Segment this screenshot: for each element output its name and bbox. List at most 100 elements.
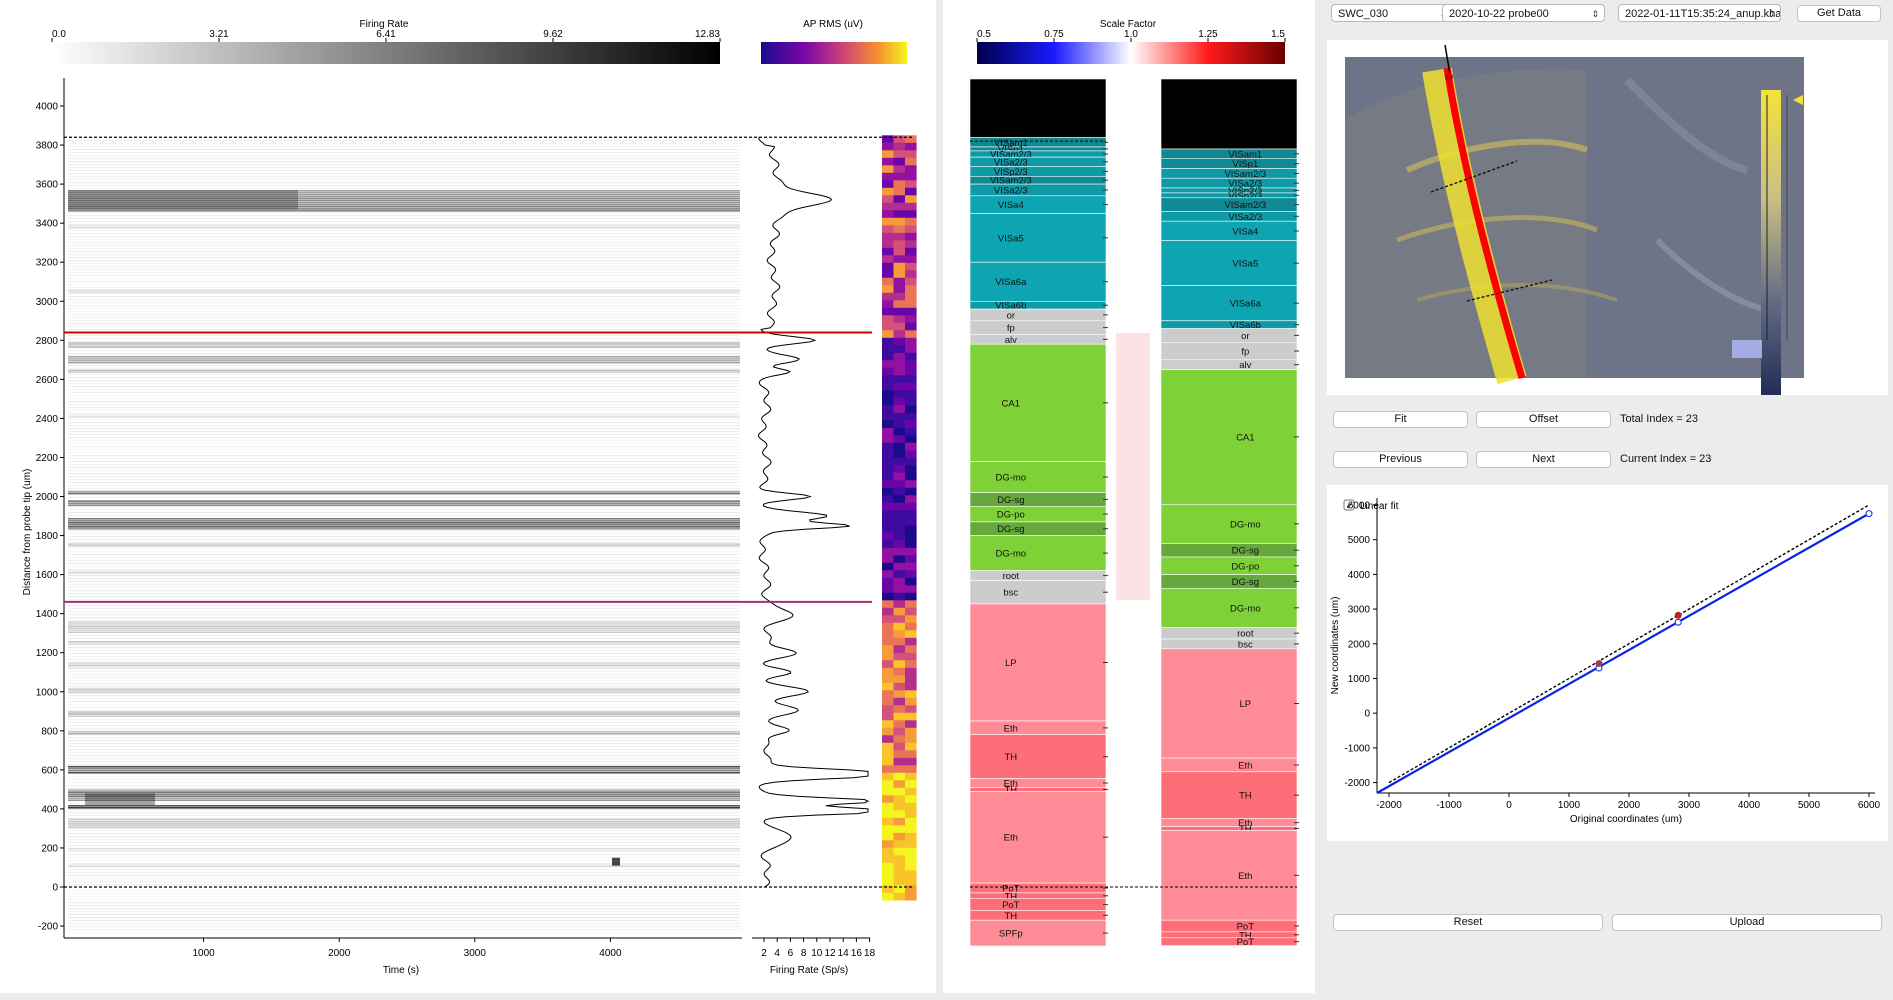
- region-block[interactable]: [1160, 341, 1298, 361]
- rms-cell: [893, 652, 906, 661]
- rms-cell: [905, 247, 917, 256]
- region-block[interactable]: [969, 183, 1107, 197]
- region-block[interactable]: [1160, 220, 1298, 241]
- region-track-original[interactable]: VISam1VISp1VISam2/3VISa2/3VISp2/3VISam2/…: [969, 78, 1108, 947]
- firing-rate-trace[interactable]: [757, 137, 870, 888]
- region-block[interactable]: [1160, 771, 1298, 819]
- region-block[interactable]: [1160, 830, 1298, 921]
- region-block[interactable]: [969, 461, 1107, 493]
- region-block[interactable]: [1160, 757, 1298, 773]
- region-block[interactable]: [969, 787, 1107, 792]
- region-block[interactable]: [969, 898, 1107, 911]
- region-block[interactable]: [969, 137, 1107, 148]
- region-block[interactable]: [1160, 328, 1298, 343]
- slice-view[interactable]: [1327, 40, 1888, 400]
- rms-cell: [882, 840, 894, 848]
- region-block[interactable]: [969, 919, 1107, 947]
- alignment-select[interactable]: 2022-01-11T15:35:24_anup.kha ⇕: [1618, 4, 1781, 22]
- region-block[interactable]: [969, 343, 1107, 462]
- lut-top-handle-icon[interactable]: [1793, 95, 1803, 105]
- session-select[interactable]: 2020-10-22 probe00 ⇕: [1442, 4, 1605, 22]
- region-block[interactable]: [1160, 587, 1298, 628]
- region-block[interactable]: [969, 334, 1107, 345]
- region-block[interactable]: [969, 156, 1107, 167]
- region-block[interactable]: [1160, 937, 1298, 946]
- rms-cell: [893, 690, 906, 698]
- region-block[interactable]: [969, 790, 1107, 884]
- region-block[interactable]: [1160, 78, 1298, 150]
- rms-cell: [905, 607, 917, 616]
- region-block[interactable]: [969, 78, 1107, 138]
- raster-row: [68, 236, 740, 238]
- region-block[interactable]: [1160, 919, 1298, 933]
- region-block[interactable]: [969, 570, 1107, 581]
- region-block[interactable]: [969, 910, 1107, 921]
- region-block[interactable]: [969, 720, 1107, 735]
- region-block[interactable]: [1160, 556, 1298, 575]
- rms-cell: [893, 315, 906, 323]
- raster-row: [68, 224, 740, 226]
- region-track-aligned[interactable]: VISam1VISp1VISam2/3VISa2/3VISp2/3VISp2/3…: [1160, 78, 1299, 948]
- region-block[interactable]: [969, 320, 1107, 335]
- region-block[interactable]: [969, 778, 1107, 788]
- region-block[interactable]: [1160, 574, 1298, 589]
- region-block[interactable]: [969, 505, 1107, 523]
- fit-button[interactable]: Fit: [1333, 411, 1468, 428]
- region-block[interactable]: [1160, 359, 1298, 370]
- offset-button[interactable]: Offset: [1476, 411, 1611, 428]
- rms-cell: [882, 472, 894, 481]
- region-block[interactable]: [969, 734, 1107, 779]
- region-block[interactable]: [1160, 285, 1298, 322]
- reference-point[interactable]: [1595, 660, 1603, 668]
- raster-y-tick-label: 2800: [36, 336, 59, 347]
- region-block[interactable]: [1160, 158, 1298, 169]
- region-block[interactable]: [969, 521, 1107, 536]
- rms-cell: [905, 495, 917, 503]
- region-block[interactable]: [969, 261, 1107, 302]
- fit-point[interactable]: [1865, 510, 1873, 518]
- lut-gradient[interactable]: [1761, 90, 1781, 400]
- previous-button[interactable]: Previous: [1333, 451, 1468, 468]
- reference-point[interactable]: [1674, 611, 1682, 619]
- rms-cell: [893, 465, 906, 473]
- region-block[interactable]: [1160, 369, 1298, 505]
- subject-select[interactable]: SWC_030⌄: [1331, 4, 1453, 22]
- region-block[interactable]: [969, 580, 1107, 605]
- region-block[interactable]: [1160, 626, 1298, 640]
- fit-plot-area[interactable]: ✓ Linear fit -2000 -1000 0 1000 2000 3000 4000…: [1327, 485, 1888, 841]
- region-block[interactable]: [969, 882, 1107, 894]
- region-block[interactable]: [1160, 931, 1298, 939]
- fit-point[interactable]: [1674, 618, 1682, 626]
- raster-plot[interactable]: [68, 137, 740, 931]
- reference-lines[interactable]: [64, 136, 912, 888]
- region-block[interactable]: [1160, 826, 1298, 831]
- region-block[interactable]: [969, 892, 1107, 900]
- region-block[interactable]: [1160, 818, 1298, 827]
- region-block[interactable]: [969, 195, 1107, 214]
- upload-button[interactable]: Upload: [1612, 914, 1882, 931]
- raster-band: [68, 629, 740, 632]
- region-block[interactable]: [969, 603, 1107, 722]
- region-block[interactable]: [969, 308, 1107, 322]
- region-block[interactable]: [969, 300, 1107, 310]
- region-block[interactable]: [1160, 638, 1298, 650]
- raster-row: [68, 407, 740, 409]
- region-block[interactable]: [1160, 648, 1298, 759]
- reset-button[interactable]: Reset: [1333, 914, 1603, 931]
- region-block[interactable]: [1160, 543, 1298, 558]
- region-block[interactable]: [969, 213, 1107, 263]
- fr-x-tick-label: 18: [864, 948, 876, 959]
- rms-cell: [893, 630, 906, 638]
- get-data-button[interactable]: Get Data: [1797, 5, 1881, 22]
- raster-y-tick-label: 1000: [36, 687, 59, 698]
- region-block[interactable]: [1160, 240, 1298, 286]
- raster-row: [68, 470, 740, 472]
- region-block[interactable]: [1160, 503, 1298, 544]
- next-button[interactable]: Next: [1476, 451, 1611, 468]
- linear-fit-checkbox[interactable]: [1343, 499, 1355, 511]
- raster-row: [68, 530, 740, 532]
- rms-heatmap-column[interactable]: [882, 135, 917, 901]
- region-label: LP: [1005, 658, 1017, 669]
- region-block[interactable]: [969, 535, 1107, 571]
- region-block[interactable]: [969, 492, 1107, 507]
